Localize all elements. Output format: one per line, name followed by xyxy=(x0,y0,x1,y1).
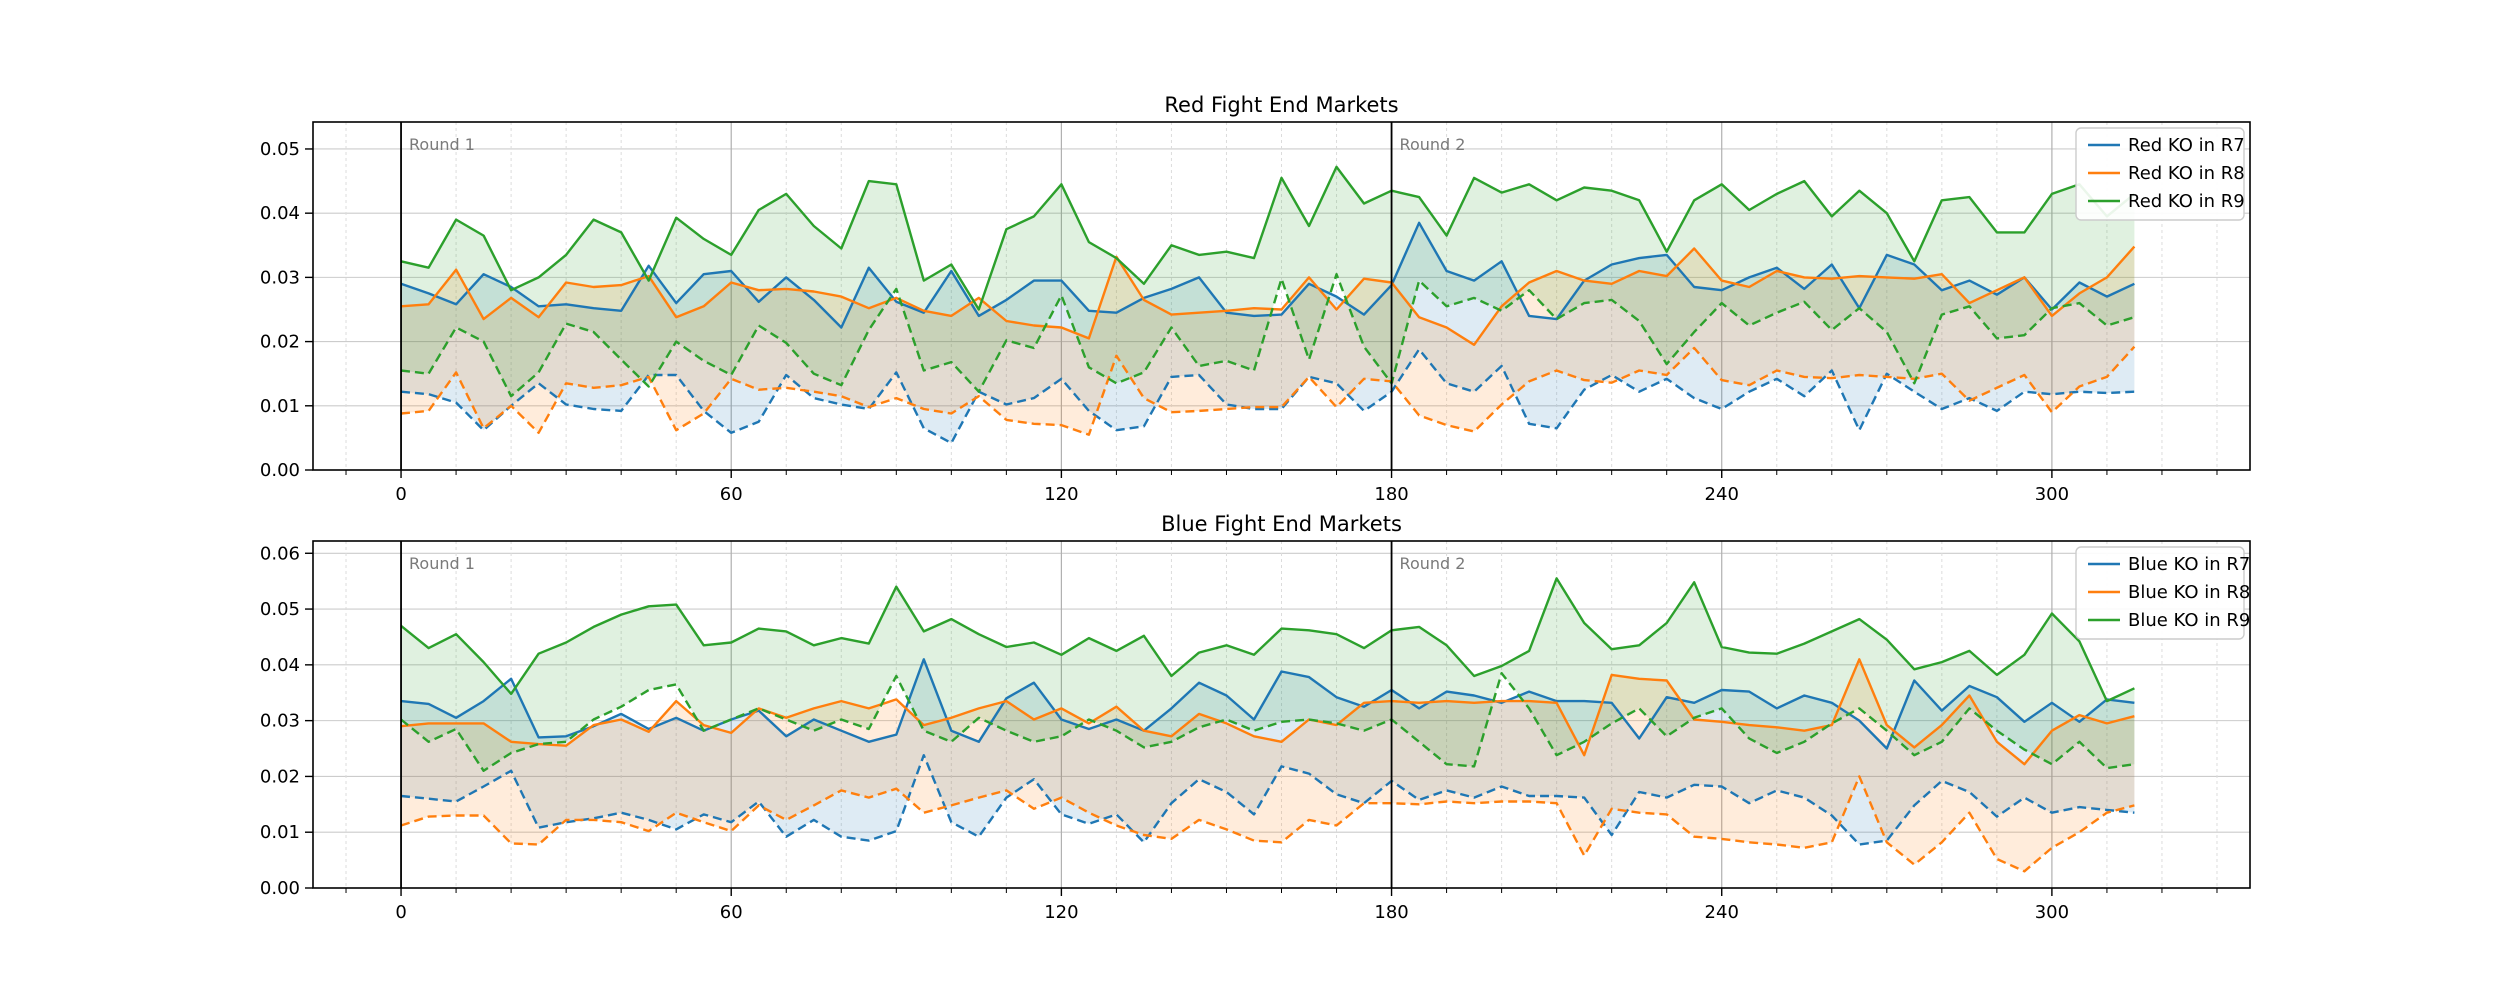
blue-ko-in-r8-lower-line xyxy=(400,775,2135,873)
red-ko-in-r7-upper-line xyxy=(400,221,2135,329)
chart-title: Red Fight End Markets xyxy=(1164,93,1398,117)
y-tick-label: 0.04 xyxy=(260,203,300,224)
legend-label: Red KO in R7 xyxy=(2128,135,2245,156)
round-marker-label: Round 2 xyxy=(1400,135,1466,154)
legend-label: Blue KO in R7 xyxy=(2128,554,2250,575)
legend-label: Blue KO in R8 xyxy=(2128,582,2250,603)
red-fight-end-markets-chart: Round 1 Round 2 0.00 0.01 0.02 0.03 0.04 0.05 0 6… xyxy=(260,93,2251,500)
x-tick-label: 0 xyxy=(395,484,406,500)
x-tick-label: 240 xyxy=(1705,902,1739,923)
x-tick-label: 240 xyxy=(1705,484,1739,500)
legend: Red KO in R7 Red KO in R8 Red KO in R9 xyxy=(2075,127,2245,221)
blue-fight-end-markets-chart: Round 1 Round 2 0.00 0.01 0.02 0.03 0.04 0.05 0.… xyxy=(260,512,2251,923)
legend: Blue KO in R7 Blue KO in R8 Blue KO in R9 xyxy=(2075,546,2250,640)
blue-ko-in-r7-upper-line xyxy=(400,658,2135,750)
round-marker-label: Round 1 xyxy=(409,554,475,573)
x-tick-label: 180 xyxy=(1374,902,1408,923)
y-tick-label: 0.06 xyxy=(260,543,300,564)
y-tick-label: 0.01 xyxy=(260,822,300,843)
red-ko-in-r7-band-fill xyxy=(401,222,2135,443)
round-marker-label: Round 2 xyxy=(1400,554,1466,573)
x-tick-label: 120 xyxy=(1044,902,1078,923)
x-tick-label: 120 xyxy=(1044,484,1078,500)
legend-label: Blue KO in R9 xyxy=(2128,610,2250,631)
blue-ko-in-r7-lower-line xyxy=(400,753,2135,846)
legend-label: Red KO in R8 xyxy=(2128,163,2245,184)
red-ko-in-r9-band-fill xyxy=(401,166,2135,397)
y-tick-label: 0.00 xyxy=(260,878,300,899)
red-ko-in-r9-upper-line xyxy=(400,165,2136,311)
red-ko-in-r9-lower-line xyxy=(400,273,2135,398)
chart-title: Blue Fight End Markets xyxy=(1161,512,1402,536)
blue-ko-in-r9-lower-line xyxy=(400,671,2135,772)
blue-ko-in-r9-band-fill xyxy=(401,578,2135,771)
y-tick-label: 0.02 xyxy=(260,332,300,353)
legend-box xyxy=(2075,546,2245,640)
y-tick-label: 0.05 xyxy=(260,599,300,620)
blue-ko-in-r8-band-fill xyxy=(401,659,2135,872)
y-tick-label: 0.03 xyxy=(260,267,300,288)
blue-ko-in-r9-upper-line xyxy=(400,577,2135,703)
y-tick-label: 0.01 xyxy=(260,396,300,417)
y-tick-label: 0.00 xyxy=(260,460,300,481)
blue-ko-in-r8-upper-line xyxy=(400,658,2135,766)
y-tick-label: 0.05 xyxy=(260,139,300,160)
blue-ko-in-r7-band-fill xyxy=(401,659,2135,845)
red-ko-in-r8-upper-line xyxy=(400,245,2136,346)
x-tick-label: 180 xyxy=(1374,484,1408,500)
red-ko-in-r8-lower-line xyxy=(400,345,2136,436)
vertical-minor-gridlines xyxy=(345,541,2218,888)
x-tick-label: 300 xyxy=(2035,484,2069,500)
vertical-minor-gridlines xyxy=(345,122,2218,470)
legend-label: Red KO in R9 xyxy=(2128,191,2245,212)
y-tick-label: 0.03 xyxy=(260,711,300,732)
x-tick-label: 60 xyxy=(720,484,743,500)
y-tick-label: 0.04 xyxy=(260,655,300,676)
x-tick-label: 0 xyxy=(395,902,406,923)
round-marker-label: Round 1 xyxy=(409,135,475,154)
x-tick-label: 300 xyxy=(2035,902,2069,923)
x-tick-label: 60 xyxy=(720,902,743,923)
red-ko-in-r8-band-fill xyxy=(401,246,2135,435)
y-tick-label: 0.02 xyxy=(260,766,300,787)
legend-box xyxy=(2075,127,2245,221)
red-ko-in-r7-lower-line xyxy=(400,348,2135,445)
